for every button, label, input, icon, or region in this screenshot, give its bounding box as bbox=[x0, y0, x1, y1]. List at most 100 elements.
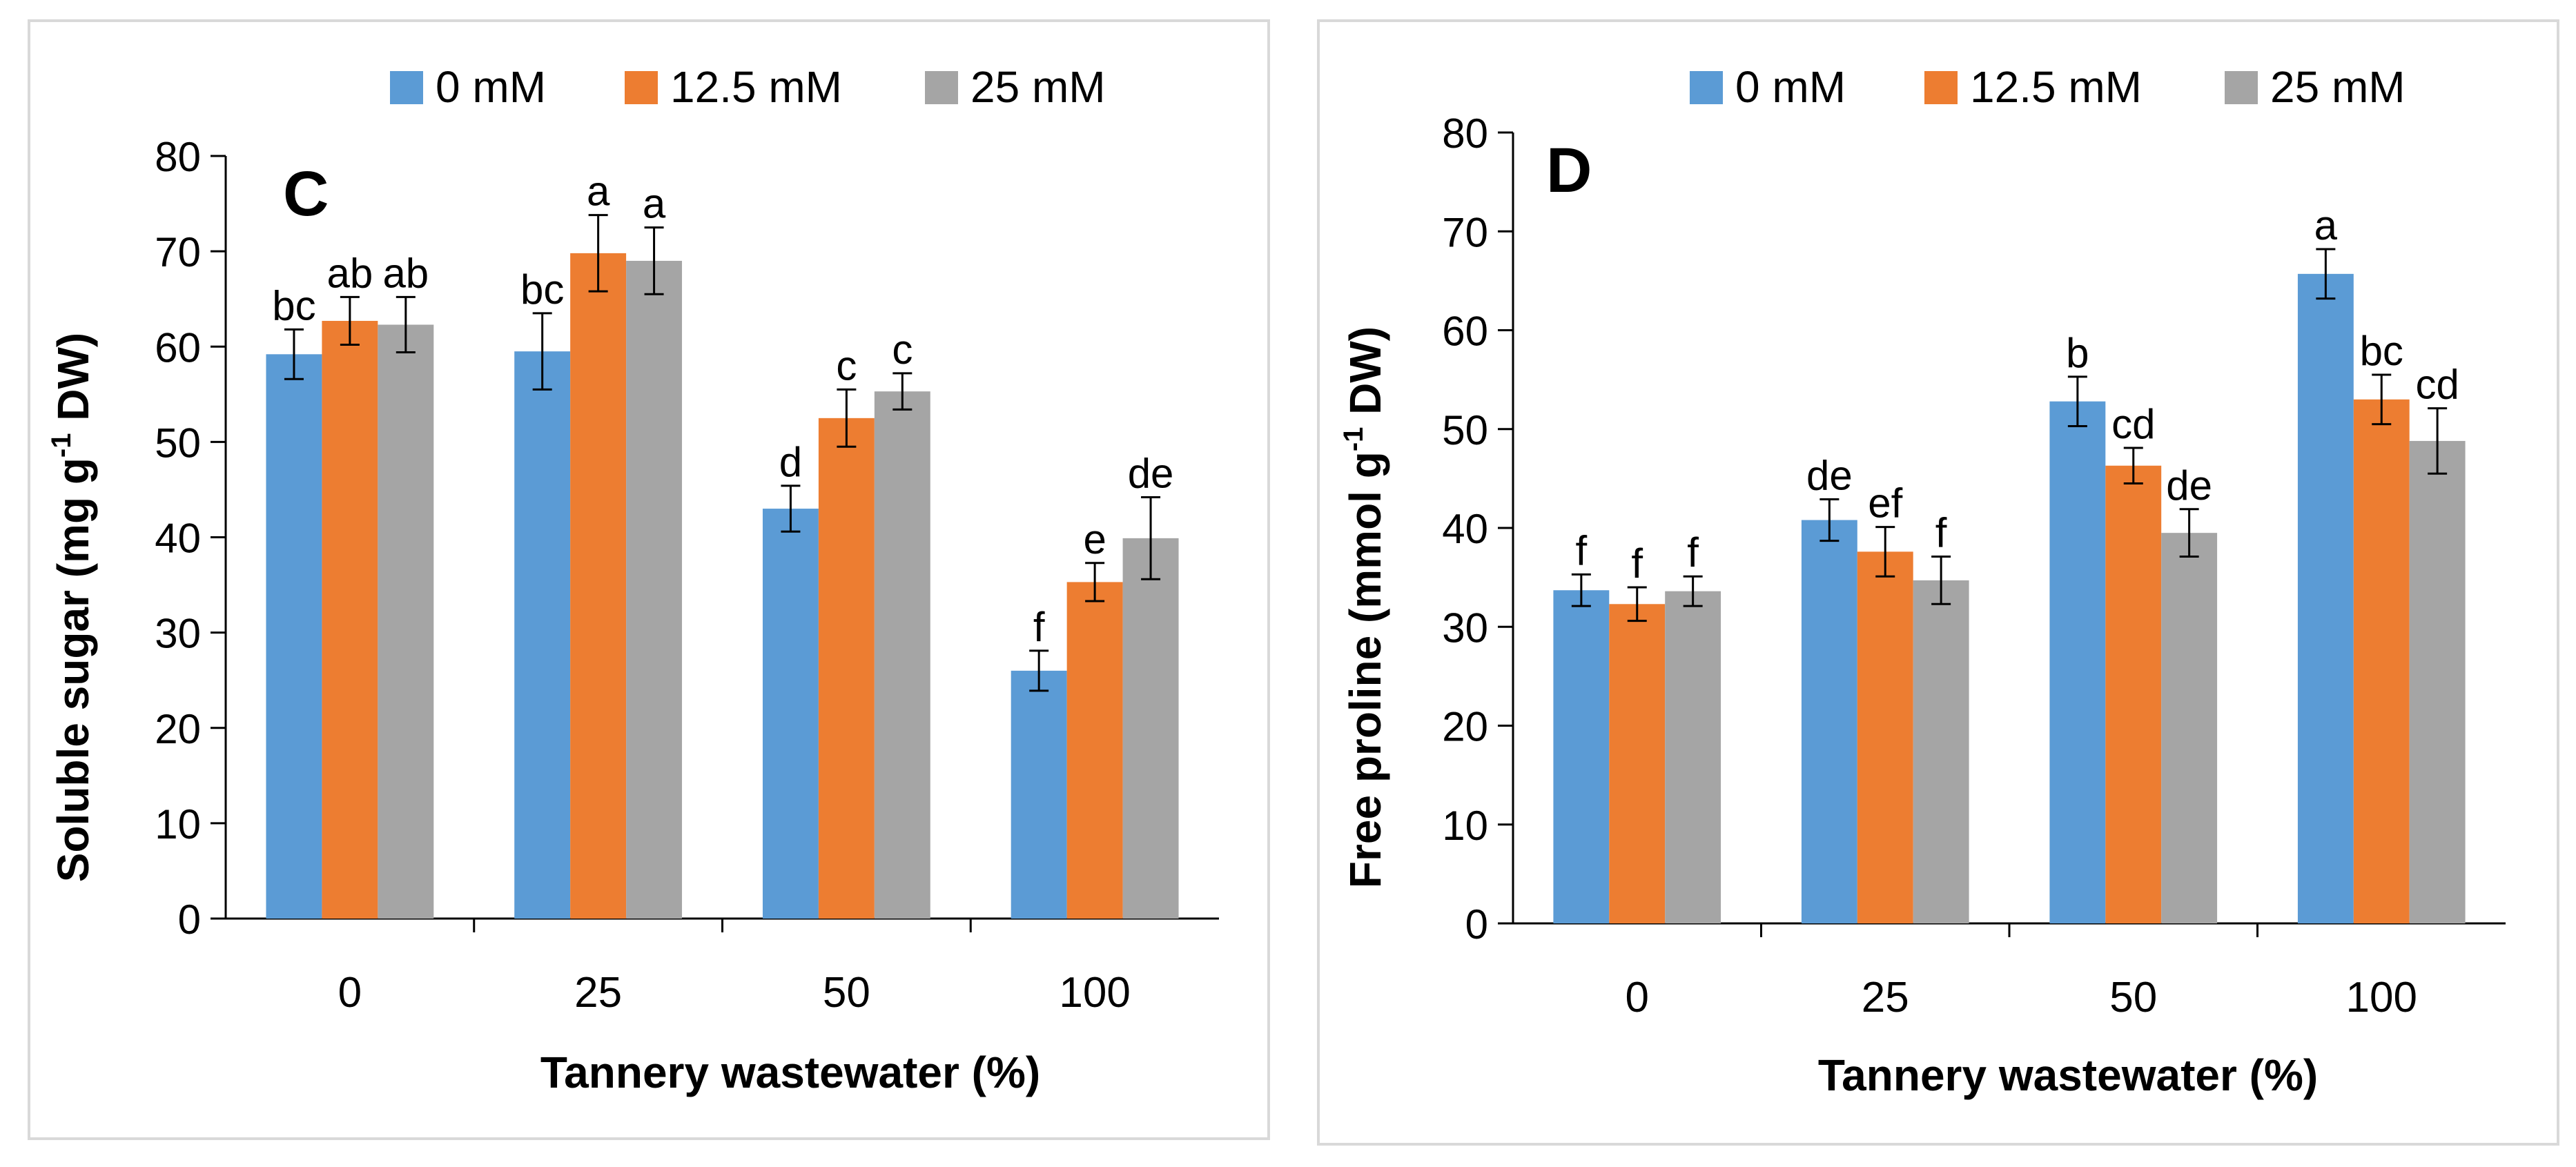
chart-d-legend-swatch-2 bbox=[2225, 71, 2258, 104]
chart-c-bar-2-3 bbox=[1122, 538, 1179, 919]
chart-d-bar-0-1 bbox=[1801, 520, 1857, 923]
chart-d-letter-1-2: cd bbox=[2111, 401, 2155, 447]
chart-c-bar-0-2 bbox=[762, 509, 819, 919]
chart-c-letter-2-2: c bbox=[892, 326, 913, 373]
chart-c-y-tick-label-4: 40 bbox=[155, 516, 201, 562]
chart-c-y-axis-title-tail: DW) bbox=[48, 333, 98, 433]
chart-panel-c: 0 mM 12.5 mM 25 mM 0 10 20 30 40 50 60 70 80 0 25 50 1… bbox=[28, 19, 1270, 1140]
chart-d-y-axis-title-sup: -1 bbox=[1338, 427, 1369, 452]
chart-c-x-tick-label-0: 0 bbox=[338, 969, 362, 1017]
chart-c-bars bbox=[266, 253, 1179, 919]
chart-d-bar-2-3 bbox=[2409, 440, 2466, 923]
chart-c-panel-label: C bbox=[283, 159, 329, 229]
chart-c-y-tick-label-7: 70 bbox=[155, 229, 201, 275]
chart-d-letter-0-2: b bbox=[2066, 330, 2089, 376]
chart-c-legend-label-0: 0 mM bbox=[436, 62, 546, 112]
chart-d-x-tick-label-3: 100 bbox=[2346, 974, 2417, 1021]
chart-d-x-axis-title: Tannery wastewater (%) bbox=[1818, 1050, 2318, 1100]
chart-d-legend-swatch-1 bbox=[1924, 71, 1958, 104]
chart-c-y-axis-title-sup: -1 bbox=[46, 433, 77, 458]
chart-d-axes: 0 10 20 30 40 50 60 70 80 0 25 50 100 bbox=[1442, 110, 2506, 1021]
chart-d-bar-0-0 bbox=[1553, 590, 1610, 923]
chart-d-bars bbox=[1553, 273, 2466, 923]
chart-c-x-tick-label-1: 25 bbox=[574, 969, 622, 1017]
chart-d-svg: 0 mM 12.5 mM 25 mM 0 10 20 30 40 50 60 70 80 0 25 50 1… bbox=[1317, 19, 2559, 1146]
chart-d-bar-2-1 bbox=[1913, 580, 1969, 923]
chart-c-bar-2-0 bbox=[378, 324, 434, 919]
chart-d-letter-1-3: bc bbox=[2360, 328, 2403, 374]
chart-c-x-axis-title: Tannery wastewater (%) bbox=[540, 1048, 1040, 1097]
chart-d-bar-0-2 bbox=[2049, 401, 2106, 923]
chart-c-letter-0-0: bc bbox=[272, 282, 315, 328]
chart-d-y-tick-label-1: 10 bbox=[1442, 803, 1488, 849]
chart-d-letter-0-3: a bbox=[2314, 202, 2338, 248]
chart-c-bar-0-0 bbox=[266, 354, 322, 919]
chart-c-legend-swatch-2 bbox=[925, 71, 958, 104]
chart-panel-d: 0 mM 12.5 mM 25 mM 0 10 20 30 40 50 60 70 80 0 25 50 1… bbox=[1288, 0, 2576, 1167]
chart-d-legend-label-2: 25 mM bbox=[2270, 62, 2406, 112]
chart-c-letter-2-0: ab bbox=[382, 250, 429, 296]
chart-c-bar-1-0 bbox=[322, 320, 378, 919]
chart-c-bar-2-2 bbox=[874, 391, 930, 919]
chart-c-y-axis-title-main: Soluble sugar (mg g bbox=[48, 458, 98, 882]
chart-d-legend-swatch-0 bbox=[1690, 71, 1723, 104]
chart-c-letter-1-2: c bbox=[836, 342, 857, 389]
chart-c-bar-0-1 bbox=[514, 351, 571, 919]
chart-c-letter-0-3: f bbox=[1033, 604, 1045, 650]
chart-d-bar-1-2 bbox=[2105, 465, 2162, 923]
chart-c-letter-2-3: de bbox=[1128, 450, 1174, 496]
chart-d-letter-0-1: de bbox=[1806, 452, 1853, 498]
chart-d-y-tick-label-2: 20 bbox=[1442, 704, 1488, 750]
chart-d-panel-label: D bbox=[1546, 135, 1592, 206]
chart-d-letter-2-0: f bbox=[1687, 529, 1699, 576]
chart-d-y-tick-label-3: 30 bbox=[1442, 605, 1488, 651]
chart-c-bar-2-1 bbox=[626, 260, 683, 919]
chart-d-letter-1-1: ef bbox=[1868, 480, 1902, 527]
chart-d-bar-1-1 bbox=[1857, 551, 1913, 923]
chart-c-y-tick-label-8: 80 bbox=[155, 134, 201, 180]
chart-d-legend: 0 mM 12.5 mM 25 mM bbox=[1690, 62, 2406, 112]
chart-c-bar-0-3 bbox=[1011, 670, 1067, 919]
chart-d-bar-2-2 bbox=[2161, 533, 2218, 923]
chart-d-error-bars bbox=[1571, 248, 2448, 622]
chart-c-legend-swatch-1 bbox=[625, 71, 658, 104]
chart-d-letter-1-0: f bbox=[1631, 540, 1643, 587]
chart-d-y-tick-label-6: 60 bbox=[1442, 308, 1488, 355]
chart-d-bar-0-3 bbox=[2297, 273, 2354, 923]
chart-c-letter-1-0: ab bbox=[327, 250, 373, 296]
chart-c-y-tick-label-1: 10 bbox=[155, 801, 201, 847]
chart-d-x-tick-label-0: 0 bbox=[1626, 974, 1649, 1021]
chart-d-letter-0-0: f bbox=[1576, 527, 1588, 573]
chart-c-letter-1-1: a bbox=[587, 168, 610, 215]
chart-c-letter-2-1: a bbox=[643, 181, 666, 227]
chart-c-svg: 0 mM 12.5 mM 25 mM 0 10 20 30 40 50 60 70 80 0 25 50 1… bbox=[28, 19, 1270, 1140]
chart-c-legend-swatch-0 bbox=[390, 71, 423, 104]
chart-d-y-axis-title-main: Free proline (mmol g bbox=[1340, 451, 1390, 888]
chart-d-y-tick-label-4: 40 bbox=[1442, 506, 1488, 552]
chart-c-letter-0-2: d bbox=[779, 439, 802, 485]
chart-c-bar-1-3 bbox=[1066, 582, 1123, 919]
chart-d-bar-1-3 bbox=[2353, 399, 2410, 923]
chart-d-y-tick-label-0: 0 bbox=[1465, 901, 1488, 948]
chart-c-x-tick-label-2: 50 bbox=[823, 969, 870, 1017]
chart-c-bar-1-2 bbox=[818, 418, 875, 919]
chart-d-letter-2-1: f bbox=[1935, 510, 1947, 556]
chart-c-y-tick-label-6: 60 bbox=[155, 324, 201, 371]
chart-d-bar-2-0 bbox=[1665, 591, 1721, 923]
chart-d-y-axis-title-tail: DW) bbox=[1340, 326, 1390, 427]
chart-d-y-tick-label-8: 80 bbox=[1442, 110, 1488, 157]
chart-d-y-tick-label-7: 70 bbox=[1442, 209, 1488, 255]
chart-d-legend-label-0: 0 mM bbox=[1735, 62, 1846, 112]
chart-c-axes: 0 10 20 30 40 50 60 70 80 0 25 50 100 bbox=[155, 134, 1219, 1017]
chart-c-x-tick-label-3: 100 bbox=[1059, 969, 1130, 1017]
chart-d-letter-2-3: cd bbox=[2415, 362, 2459, 408]
chart-d-y-tick-label-5: 50 bbox=[1442, 407, 1488, 453]
chart-c-legend: 0 mM 12.5 mM 25 mM bbox=[390, 62, 1106, 112]
chart-c-y-tick-label-2: 20 bbox=[155, 706, 201, 752]
chart-c-error-bars bbox=[284, 214, 1161, 692]
chart-c-legend-label-1: 12.5 mM bbox=[670, 62, 842, 112]
chart-d-x-tick-label-1: 25 bbox=[1862, 974, 1909, 1021]
chart-c-y-tick-label-3: 30 bbox=[155, 611, 201, 657]
